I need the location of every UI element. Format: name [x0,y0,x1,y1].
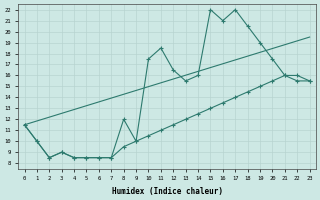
X-axis label: Humidex (Indice chaleur): Humidex (Indice chaleur) [112,187,223,196]
